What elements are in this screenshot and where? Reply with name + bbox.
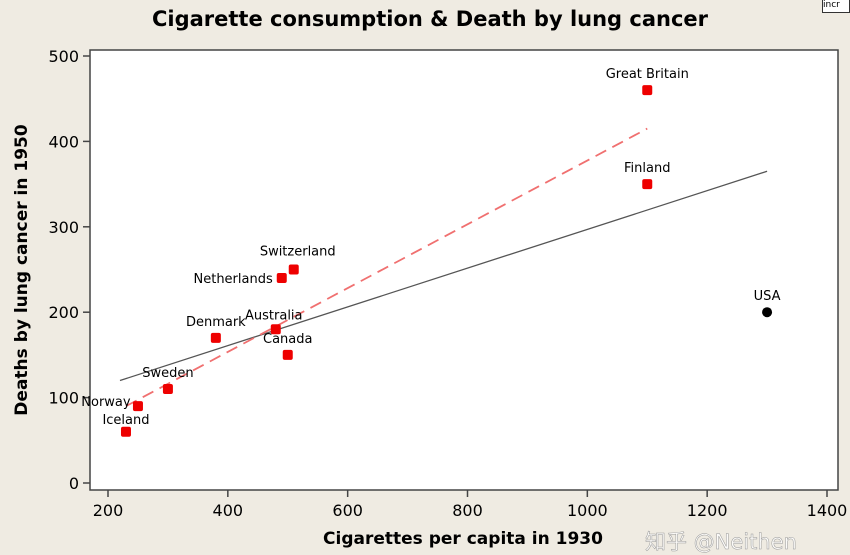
data-point: [210, 332, 221, 343]
x-tick-label: 1200: [687, 501, 728, 520]
chart-title: Cigarette consumption & Death by lung ca…: [152, 7, 709, 31]
point-label: Iceland: [102, 413, 149, 428]
y-tick-label: 0: [69, 474, 79, 493]
point-label: USA: [754, 289, 781, 304]
data-point: [288, 264, 299, 275]
y-tick-label: 400: [48, 132, 79, 151]
x-axis-label: Cigarettes per capita in 1930: [323, 529, 603, 549]
point-label: Great Britain: [606, 67, 689, 82]
y-tick-label: 200: [48, 303, 79, 322]
point-label: Switzerland: [260, 245, 336, 260]
x-tick-label: 600: [332, 501, 363, 520]
data-point: [642, 85, 653, 96]
watermark: 知乎 @Neithen: [645, 530, 797, 554]
y-tick-label: 100: [48, 389, 79, 408]
fit-without-usa-line: [125, 127, 648, 407]
y-tick-label: 300: [48, 218, 79, 237]
data-point: [642, 179, 653, 190]
x-tick-label: 1000: [567, 501, 608, 520]
data-point: [282, 349, 293, 360]
data-point: [276, 273, 287, 284]
x-tick-label: 1400: [807, 501, 848, 520]
data-point: [120, 426, 131, 437]
point-label: Norway: [81, 395, 131, 410]
point-label: Sweden: [142, 366, 193, 381]
data-point: [132, 401, 143, 412]
point-label: Canada: [263, 332, 312, 347]
x-tick-label: 800: [452, 501, 483, 520]
point-label: Australia: [245, 308, 303, 323]
data-point: [762, 307, 773, 318]
point-label: Denmark: [186, 315, 246, 330]
x-tick-label: 400: [213, 501, 244, 520]
point-label: Netherlands: [194, 272, 273, 287]
point-label: Finland: [624, 161, 670, 176]
data-point: [270, 324, 281, 335]
data-point: [162, 384, 173, 395]
plot-area: [89, 49, 839, 491]
y-tick-label: 500: [48, 47, 79, 66]
x-tick-label: 200: [93, 501, 124, 520]
fit-all-line: [119, 170, 768, 382]
y-axis-label: Deaths by lung cancer in 1950: [12, 124, 32, 416]
